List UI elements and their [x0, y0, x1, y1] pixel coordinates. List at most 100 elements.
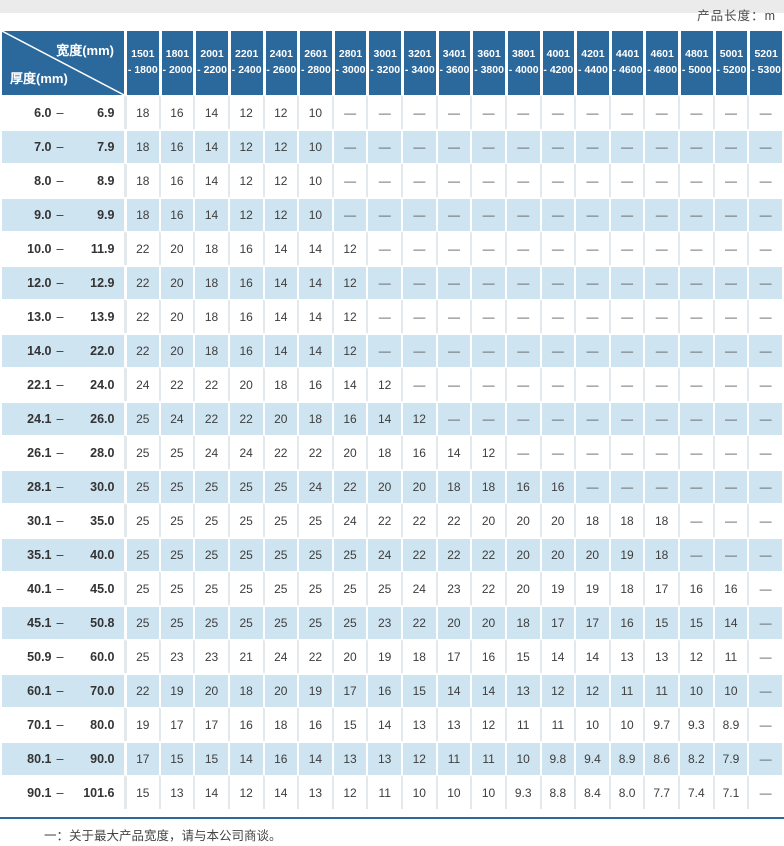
length-value-cell: 20 — [539, 537, 575, 571]
no-value-cell: — — [539, 401, 575, 435]
length-value-cell: 16 — [504, 469, 540, 503]
length-value-cell: 16 — [401, 435, 436, 469]
width-range-header: 2801- 3000 — [331, 31, 367, 95]
width-range-header: 4801- 5000 — [678, 31, 713, 95]
no-value-cell: — — [574, 333, 609, 367]
length-value-cell: 11 — [608, 673, 644, 707]
length-value-cell: 22 — [124, 231, 159, 265]
no-value-cell: — — [608, 231, 644, 265]
length-value-cell: 13 — [643, 639, 678, 673]
no-value-cell: — — [747, 571, 782, 605]
table-row: 70.1–80.0 19 17 17 16 18 16 15 14 13 13 12 11 11 10 10 9… — [2, 707, 782, 741]
bottom-rule — [0, 817, 784, 819]
no-value-cell: — — [470, 197, 505, 231]
length-value-cell: 19 — [124, 707, 159, 741]
no-value-cell: — — [747, 503, 782, 537]
no-value-cell: — — [435, 265, 471, 299]
footnote: 一：关于最大产品宽度，请与本公司商谈。 — [44, 829, 282, 843]
length-value-cell: 25 — [331, 605, 367, 639]
no-value-cell: — — [678, 333, 713, 367]
no-value-cell: — — [574, 163, 609, 197]
no-value-cell: — — [470, 163, 505, 197]
length-value-cell: 18 — [124, 129, 159, 163]
length-value-cell: 12 — [574, 673, 609, 707]
length-value-cell: 20 — [158, 265, 194, 299]
length-value-cell: 18 — [124, 95, 159, 129]
thickness-range-label: 50.9–60.0 — [2, 639, 124, 673]
length-value-cell: 25 — [158, 435, 194, 469]
table-row: 12.0–12.9 22 20 18 16 14 14 12— — — — — — — — — — — — — [2, 265, 782, 299]
no-value-cell: — — [435, 333, 471, 367]
no-value-cell: — — [678, 197, 713, 231]
length-value-cell: 14 — [297, 265, 332, 299]
table-row: 40.1–45.0 25 25 25 25 25 25 25 25 24 23 22 20 19 19 18 1… — [2, 571, 782, 605]
length-value-cell: 22 — [401, 605, 436, 639]
no-value-cell: — — [712, 265, 748, 299]
no-value-cell: — — [747, 741, 782, 775]
length-value-cell: 15 — [193, 741, 228, 775]
length-value-cell: 9.3 — [504, 775, 540, 809]
length-value-cell: 22 — [470, 537, 505, 571]
length-value-cell: 25 — [124, 537, 159, 571]
length-value-cell: 8.2 — [678, 741, 713, 775]
no-value-cell: — — [608, 129, 644, 163]
no-value-cell: — — [504, 435, 540, 469]
length-value-cell: 20 — [158, 333, 194, 367]
length-value-cell: 25 — [297, 571, 332, 605]
no-value-cell: — — [712, 333, 748, 367]
no-value-cell: — — [747, 435, 782, 469]
width-range-header: 2201- 2400 — [227, 31, 263, 95]
length-value-cell: 16 — [227, 333, 263, 367]
length-value-cell: 18 — [262, 367, 298, 401]
length-value-cell: 22 — [124, 265, 159, 299]
width-range-header: 4401- 4600 — [608, 31, 644, 95]
no-value-cell: — — [643, 197, 678, 231]
width-axis-label: 宽度(mm) — [56, 43, 114, 58]
length-value-cell: 14 — [435, 435, 471, 469]
thickness-range-label: 9.0–9.9 — [2, 197, 124, 231]
no-value-cell: — — [470, 333, 505, 367]
no-value-cell: — — [574, 435, 609, 469]
length-value-cell: 20 — [158, 299, 194, 333]
length-value-cell: 25 — [366, 571, 401, 605]
length-value-cell: 25 — [124, 401, 159, 435]
table-header: 宽度(mm) 厚度(mm) 1501- 1800 1801- 2000 2001- … — [2, 31, 782, 95]
length-value-cell: 25 — [262, 503, 298, 537]
length-value-cell: 25 — [124, 469, 159, 503]
length-value-cell: 25 — [124, 435, 159, 469]
no-value-cell: — — [608, 163, 644, 197]
length-value-cell: 12 — [470, 435, 505, 469]
length-value-cell: 20 — [504, 503, 540, 537]
length-value-cell: 15 — [504, 639, 540, 673]
length-value-cell: 25 — [158, 537, 194, 571]
length-value-cell: 22 — [331, 469, 367, 503]
no-value-cell: — — [574, 197, 609, 231]
thickness-range-label: 80.1–90.0 — [2, 741, 124, 775]
no-value-cell: — — [678, 299, 713, 333]
no-value-cell: — — [539, 163, 575, 197]
length-value-cell: 18 — [124, 163, 159, 197]
width-range-header: 1801- 2000 — [158, 31, 194, 95]
no-value-cell: — — [435, 231, 471, 265]
length-value-cell: 22 — [193, 401, 228, 435]
no-value-cell: — — [712, 435, 748, 469]
length-value-cell: 16 — [366, 673, 401, 707]
length-value-cell: 14 — [262, 231, 298, 265]
length-value-cell: 24 — [124, 367, 159, 401]
width-range-header: 3401- 3600 — [435, 31, 471, 95]
length-value-cell: 10 — [297, 197, 332, 231]
no-value-cell: — — [504, 163, 540, 197]
no-value-cell: — — [712, 401, 748, 435]
length-value-cell: 23 — [366, 605, 401, 639]
length-value-cell: 16 — [227, 265, 263, 299]
length-value-cell: 13 — [504, 673, 540, 707]
length-value-cell: 22 — [470, 571, 505, 605]
length-value-cell: 10 — [574, 707, 609, 741]
table-row: 6.0–6.9 18 16 14 12 12 10— — — — — — — — — — — — — — [2, 95, 782, 129]
no-value-cell: — — [366, 129, 401, 163]
length-value-cell: 12 — [678, 639, 713, 673]
length-value-cell: 25 — [262, 605, 298, 639]
no-value-cell: — — [712, 537, 748, 571]
no-value-cell: — — [435, 401, 471, 435]
length-value-cell: 25 — [193, 605, 228, 639]
